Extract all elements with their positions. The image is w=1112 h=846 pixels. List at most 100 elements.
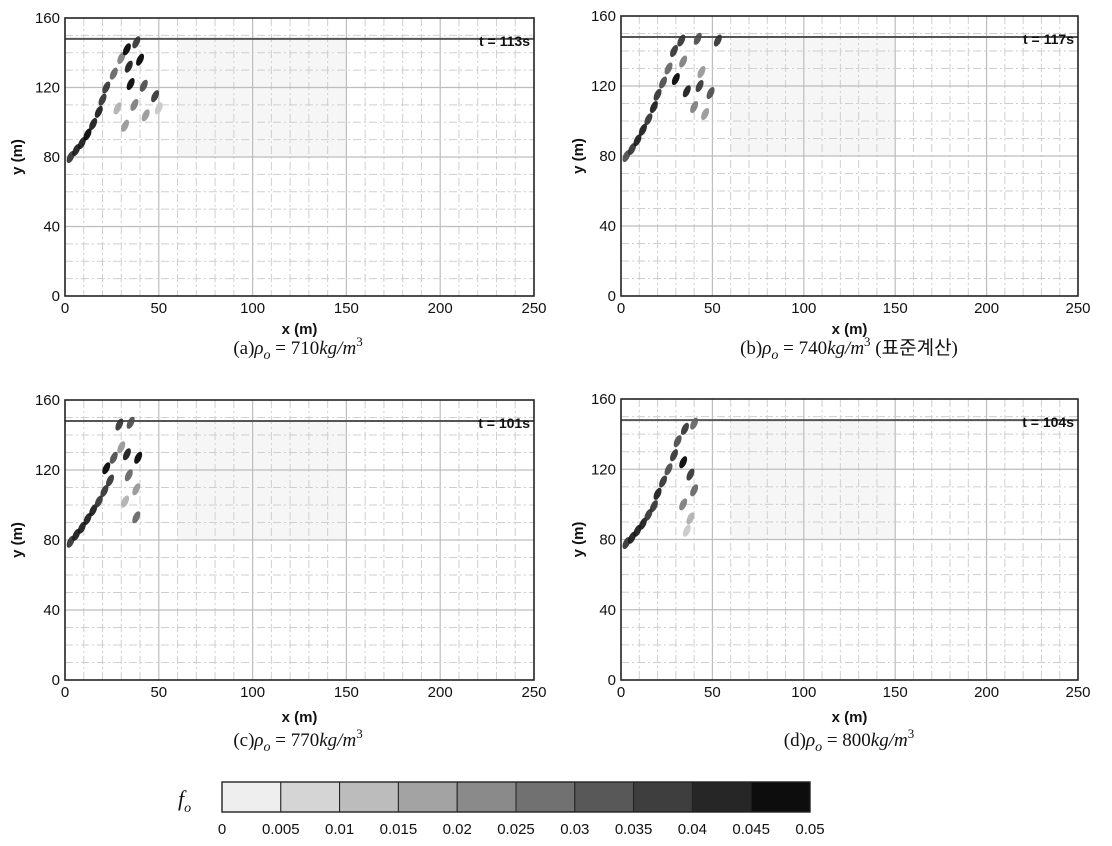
plume-cell <box>677 34 686 47</box>
grid <box>65 18 534 296</box>
colorbar-tick-label: 0.005 <box>262 821 300 838</box>
plot-frame <box>64 399 535 681</box>
y-tick-label: 160 <box>35 10 60 27</box>
plume-cell <box>686 468 695 481</box>
y-tick-label: 40 <box>599 218 616 235</box>
caption-part: 3 <box>356 334 363 349</box>
plume-cell <box>94 495 103 508</box>
x-tick-label: 100 <box>240 300 265 317</box>
caption-part: kg/m <box>319 730 356 751</box>
plume-cell <box>680 422 689 435</box>
panel-d: 0 50 100 150 200 250 0 40 80 120 160 x (m) y (m) t = … <box>570 391 1091 755</box>
plume-cell <box>653 88 662 101</box>
caption-part: 3 <box>356 726 363 741</box>
colorbar-segment <box>633 781 693 813</box>
plume <box>66 36 163 164</box>
colorbar-tick-label: 0.03 <box>560 821 589 838</box>
y-tick-label: 80 <box>599 532 616 549</box>
plume-cell <box>664 62 673 75</box>
plot-frame <box>620 15 1079 297</box>
y-tick-label: 80 <box>43 149 60 166</box>
colorbar-segment <box>456 781 517 813</box>
plume-cell <box>706 86 715 100</box>
plume-cell <box>122 43 131 56</box>
y-tick-label: 160 <box>35 392 60 409</box>
x-tick-label: 0 <box>61 684 69 701</box>
y-tick-label: 120 <box>591 78 616 95</box>
y-tick-label: 160 <box>591 8 616 25</box>
colorbar: 0 0.005 0.01 0.015 0.02 0.025 0.03 0.035 0.04 0.0… <box>178 781 825 838</box>
colorbar-tick-label: 0.015 <box>380 821 418 838</box>
caption-part: kg/m <box>871 730 908 751</box>
x-tick-label: 100 <box>791 300 816 317</box>
plume-cell <box>139 79 148 92</box>
x-axis-label: x (m) <box>832 321 868 338</box>
colorbar-tick-label: 0.01 <box>325 821 354 838</box>
y-tick-label: 0 <box>52 288 60 305</box>
time-label: t = 104s <box>1022 414 1074 430</box>
panel-caption: (a)ρo = 710kg/m3 <box>233 334 362 363</box>
plume-cell <box>94 105 103 118</box>
plume-cell <box>697 65 706 79</box>
x-tick-label: 150 <box>334 684 359 701</box>
plume-cell <box>690 417 699 430</box>
panel-caption: (c)ρo = 770kg/m3 <box>233 726 362 755</box>
plume-cell <box>653 487 662 500</box>
y-axis-label: y (m) <box>9 522 26 558</box>
panel-c: 0 50 100 150 200 250 0 40 80 120 160 x (m) y (m) t = … <box>9 392 547 755</box>
plume-cell <box>89 117 98 131</box>
plume-cell <box>77 521 86 534</box>
panel-a: 0 50 100 150 200 250 0 40 80 120 160 x (m) y (m) t = … <box>9 10 547 363</box>
plume-cell <box>638 123 647 136</box>
plume-cell <box>670 44 679 58</box>
caption-part: = 770 <box>271 730 320 751</box>
y-axis-label: y (m) <box>570 138 587 174</box>
plume-cell <box>117 51 126 65</box>
caption-part: o <box>815 740 822 755</box>
x-tick-label: 200 <box>974 300 999 317</box>
caption-part: (표준계산) <box>871 337 958 359</box>
x-tick-label: 0 <box>61 300 69 317</box>
panel-b: 0 50 100 150 200 250 0 40 80 120 160 x (m) y (m) t = … <box>570 8 1091 363</box>
plume-cell <box>686 512 695 525</box>
plume <box>622 417 699 550</box>
x-tick-label: 50 <box>704 684 721 701</box>
y-tick-label: 0 <box>52 672 60 689</box>
caption-part: o <box>264 740 271 755</box>
plume-cell <box>671 72 680 86</box>
colorbar-segment <box>397 781 458 813</box>
plume-cell <box>109 451 118 464</box>
caption-part: (b) <box>740 338 762 359</box>
x-tick-label: 0 <box>617 684 625 701</box>
colorbar-symbol: fo <box>178 786 191 816</box>
y-tick-label: 0 <box>608 672 616 689</box>
plume-cell <box>664 463 673 476</box>
colorbar-tick-label: 0.05 <box>795 821 824 838</box>
plot-frame <box>620 398 1079 681</box>
x-tick-label: 100 <box>791 684 816 701</box>
plume-cell <box>679 456 688 469</box>
plume-cell <box>638 517 647 530</box>
faint-field <box>177 38 347 157</box>
plume-cell <box>659 475 668 488</box>
plume-cell <box>693 32 702 45</box>
plume-cell <box>132 511 141 524</box>
caption-part: (d) <box>784 730 806 751</box>
faint-field <box>730 37 896 156</box>
plume-cell <box>682 85 691 98</box>
caption-part: 3 <box>864 334 871 349</box>
plume-cell <box>649 500 658 513</box>
colorbar-segment <box>750 781 811 813</box>
colorbar-tick-label: 0.025 <box>497 821 535 838</box>
caption-part: (a) <box>233 338 254 359</box>
plume-cell <box>77 137 86 150</box>
plume <box>66 416 143 548</box>
caption-part: kg/m <box>319 338 356 359</box>
plume-cell <box>132 483 141 496</box>
caption-part: = 710 <box>271 338 320 359</box>
colorbar-tick-label: 0.02 <box>443 821 472 838</box>
plume-cell <box>644 508 653 521</box>
plume-cell <box>98 93 107 106</box>
y-tick-label: 120 <box>35 80 60 97</box>
